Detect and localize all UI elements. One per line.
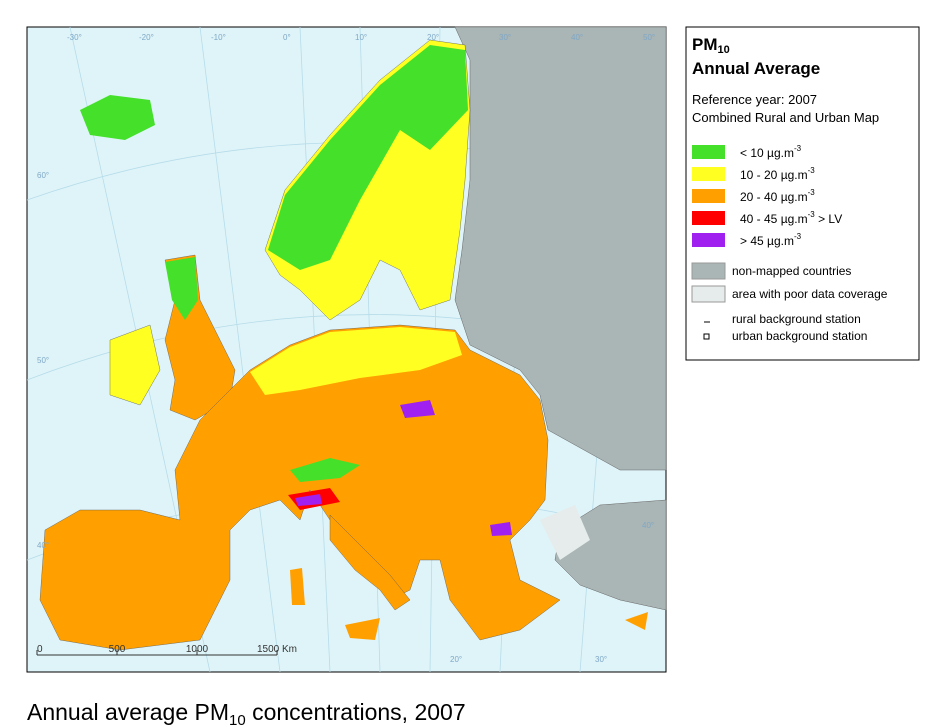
graticule-label: 10° [355, 33, 367, 42]
scale-labels: 0 500 1000 1500 Km [36, 644, 297, 655]
yellow-belt [250, 327, 462, 395]
legend-label: area with poor data coverage [732, 287, 888, 301]
legend-label: rural background station [732, 312, 861, 326]
legend-reference: Reference year: 2007 [692, 92, 817, 107]
legend-label-text: < 10 µg.m [740, 146, 794, 160]
scale-label: 500 [109, 644, 126, 655]
hotspot [490, 522, 512, 536]
ireland [109, 324, 161, 406]
legend-map-type: Combined Rural and Urban Map [692, 110, 879, 125]
scale-label: 1000 [186, 644, 209, 655]
legend-label: < 10 µg.m-3 [740, 144, 802, 160]
legend-swatch [691, 262, 726, 280]
graticule-label: 40° [571, 33, 583, 42]
italy [329, 514, 411, 611]
scale-label: 0 [37, 644, 43, 655]
legend-swatch [692, 233, 725, 247]
legend-subtitle: Annual Average [692, 59, 820, 78]
legend-label-text: > 45 µg.m [740, 234, 794, 248]
legend-label-sup: -3 [794, 144, 802, 153]
legend-label-sup: -3 [808, 210, 816, 219]
legend-label-text: 10 - 20 µg.m [740, 168, 808, 182]
graticule-label: 0° [283, 33, 291, 42]
scotland [165, 257, 198, 320]
graticule-label: 30° [499, 33, 511, 42]
legend-label: 10 - 20 µg.m-3 [740, 166, 815, 182]
legend-swatch [692, 189, 725, 203]
scandinavia-green [268, 45, 468, 270]
graticule-label: -20° [139, 33, 154, 42]
graticule-labels: -30° -20° -10° 0° 10° 20° 30° 40° 50° 60° 50° 40° 20… [37, 33, 655, 664]
legend: PM10 Annual Average Reference year: 2007… [685, 26, 920, 361]
alps [290, 458, 360, 482]
graticule-label: -30° [67, 33, 82, 42]
urban-marker [703, 333, 710, 340]
cyprus [625, 612, 648, 630]
graticule-label: 40° [37, 541, 49, 550]
legend-label-text: 20 - 40 µg.m [740, 190, 808, 204]
scale-label: 1500 Km [257, 644, 297, 655]
poor-coverage [540, 505, 590, 560]
legend-label: urban background station [732, 329, 867, 343]
legend-label-sup: -3 [794, 232, 802, 241]
graticule-label: 40° [642, 521, 654, 530]
hotspot [400, 400, 435, 418]
caption: Annual average PM10 concentrations, 2007 [27, 699, 466, 727]
graticule-label: 20° [427, 33, 439, 42]
graticule-label: 60° [37, 171, 49, 180]
legend-label: 40 - 45 µg.m-3 > LV [740, 210, 842, 226]
iceland [80, 95, 155, 140]
sardinia [290, 568, 305, 605]
graticule-label: 50° [643, 33, 655, 42]
legend-label-sup: -3 [808, 166, 816, 175]
graticule-label: 50° [37, 356, 49, 365]
map: 0 500 1000 1500 Km -30° -20° -10° 0° 10° 20° 30° 4… [26, 26, 667, 673]
legend-label: 20 - 40 µg.m-3 [740, 188, 815, 204]
hotspot [295, 494, 322, 506]
legend-title: PM10 [692, 35, 730, 56]
graticule-label: 30° [595, 655, 607, 664]
graticule-label: -10° [211, 33, 226, 42]
non-mapped-land [454, 26, 667, 471]
legend-label: non-mapped countries [732, 264, 851, 278]
legend-swatch [692, 211, 725, 225]
legend-label-text: 40 - 45 µg.m [740, 212, 808, 226]
legend-swatch [692, 167, 725, 181]
sicily [345, 618, 380, 640]
legend-swatch [691, 285, 726, 303]
legend-label-after: > LV [815, 212, 842, 226]
legend-swatch [692, 145, 725, 159]
legend-label: > 45 µg.m-3 [740, 232, 802, 248]
graticule-label: 20° [450, 655, 462, 664]
legend-items: < 10 µg.m-310 - 20 µg.m-320 - 40 µg.m-34… [691, 144, 888, 343]
legend-label-sup: -3 [808, 188, 816, 197]
